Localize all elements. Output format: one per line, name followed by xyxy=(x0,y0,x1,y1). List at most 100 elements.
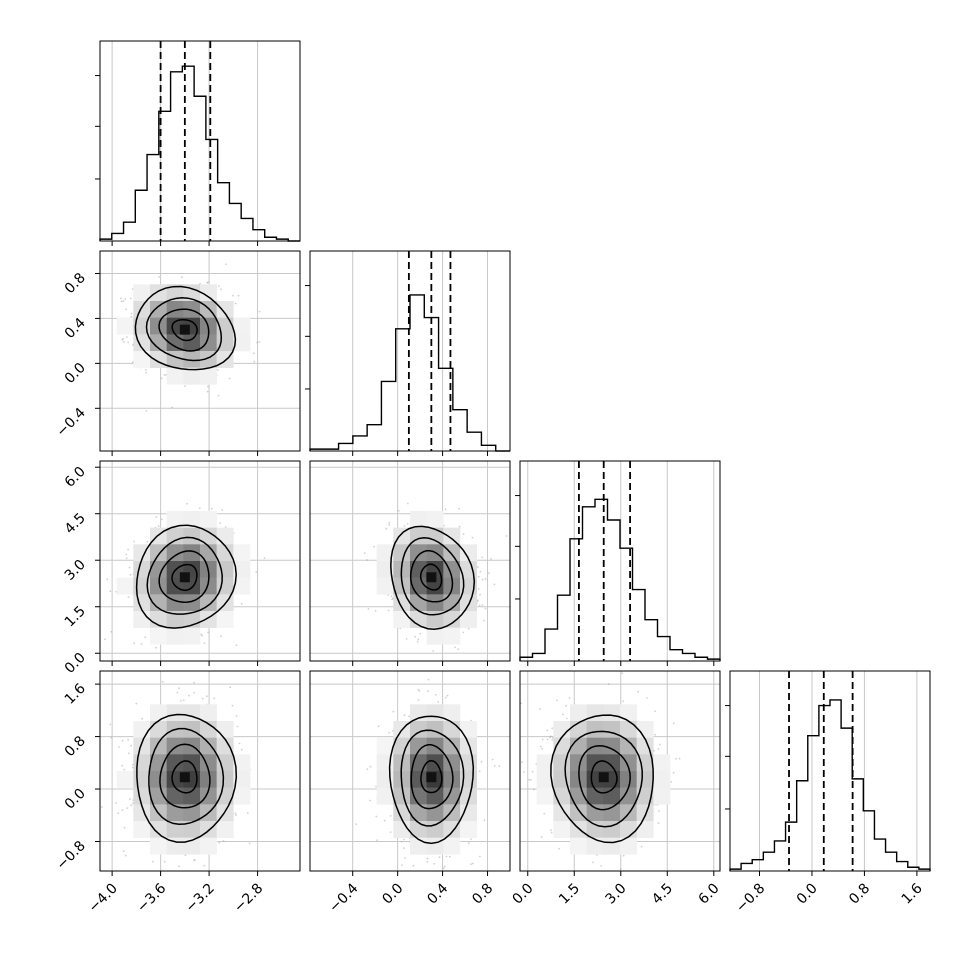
scatter-point xyxy=(385,528,387,530)
scatter-point xyxy=(158,525,160,527)
scatter-point xyxy=(181,276,183,278)
scatter-point xyxy=(479,771,481,773)
density-cell xyxy=(133,301,150,318)
scatter-point xyxy=(426,858,428,860)
scatter-point xyxy=(433,863,435,865)
scatter-point xyxy=(479,594,481,596)
scatter-point xyxy=(239,743,241,745)
scatter-point xyxy=(472,537,474,539)
scatter-point xyxy=(368,608,370,610)
density-cell xyxy=(393,611,410,628)
scatter-point xyxy=(219,522,221,524)
density-cell xyxy=(217,721,234,738)
scatter-point xyxy=(413,865,415,867)
scatter-point xyxy=(220,635,222,637)
scatter-point xyxy=(162,681,164,683)
density-cell xyxy=(133,754,150,771)
scatter-point xyxy=(130,804,132,806)
scatter-point xyxy=(189,885,191,887)
scatter-point xyxy=(125,309,127,311)
scatter-point xyxy=(164,374,166,376)
scatter-point xyxy=(490,558,492,560)
scatter-point xyxy=(458,508,460,510)
density-cell xyxy=(443,544,460,561)
scatter-point xyxy=(494,584,496,586)
scatter-point xyxy=(481,761,483,763)
scatter-point xyxy=(427,690,429,692)
density-cell xyxy=(443,528,460,545)
scatter-point xyxy=(155,647,157,649)
density-cell xyxy=(150,738,167,755)
scatter-point xyxy=(126,807,128,809)
density-cell xyxy=(443,721,460,738)
scatter-point xyxy=(389,522,391,524)
panel-1-1 xyxy=(305,251,510,456)
scatter-point xyxy=(390,815,392,817)
scatter-point xyxy=(207,391,209,393)
scatter-point xyxy=(479,856,481,858)
density-cell xyxy=(167,528,184,545)
scatter-point xyxy=(472,863,474,865)
density-cell xyxy=(460,821,477,838)
scatter-point xyxy=(375,816,377,818)
density-cell xyxy=(133,738,150,755)
scatter-point xyxy=(120,297,122,299)
scatter-point xyxy=(180,700,182,702)
scatter-point xyxy=(204,642,206,644)
density-peak xyxy=(180,325,190,335)
density-cell xyxy=(200,511,217,528)
scatter-point xyxy=(417,638,419,640)
scatter-point xyxy=(498,765,500,767)
scatter-point xyxy=(401,841,403,843)
density-cell xyxy=(233,544,250,561)
scatter-point xyxy=(129,798,131,800)
density-cell xyxy=(167,628,184,645)
density-cell xyxy=(150,704,167,721)
scatter-point xyxy=(152,861,154,863)
scatter-point xyxy=(106,578,108,580)
scatter-point xyxy=(121,301,123,303)
density-cell xyxy=(217,821,234,838)
scatter-point xyxy=(124,827,126,829)
density-cell xyxy=(427,721,444,738)
scatter-point xyxy=(141,643,143,645)
scatter-point xyxy=(403,839,405,841)
scatter-point xyxy=(207,281,209,283)
density-cell xyxy=(150,351,167,368)
scatter-point xyxy=(206,875,208,877)
scatter-point xyxy=(130,316,132,318)
histogram-step xyxy=(100,66,300,241)
scatter-point xyxy=(247,812,249,814)
scatter-point xyxy=(478,576,480,578)
scatter-point xyxy=(188,695,190,697)
scatter-point xyxy=(127,549,129,551)
scatter-point xyxy=(122,809,124,811)
scatter-point xyxy=(131,313,133,315)
scatter-point xyxy=(439,856,441,858)
panel-2-2 xyxy=(515,461,720,666)
scatter-point xyxy=(237,726,239,728)
density-cell xyxy=(427,704,444,721)
density-cell xyxy=(377,578,394,595)
scatter-point xyxy=(384,820,386,822)
scatter-point xyxy=(470,838,472,840)
scatter-point xyxy=(225,526,227,528)
scatter-point xyxy=(449,856,451,858)
scatter-point xyxy=(130,745,132,747)
scatter-point xyxy=(457,648,459,650)
scatter-point xyxy=(388,524,390,526)
scatter-point xyxy=(468,842,470,844)
scatter-point xyxy=(203,865,205,867)
scatter-point xyxy=(477,566,479,568)
panel-1-0 xyxy=(84,251,300,456)
scatter-point xyxy=(364,552,366,554)
scatter-point xyxy=(177,692,179,694)
scatter-point xyxy=(468,628,470,630)
density-cell xyxy=(200,738,217,755)
density-cell xyxy=(460,804,477,821)
density-cell xyxy=(217,611,234,628)
scatter-point xyxy=(483,620,485,622)
scatter-point xyxy=(218,285,220,287)
scatter-point xyxy=(235,814,237,816)
scatter-point xyxy=(419,633,421,635)
